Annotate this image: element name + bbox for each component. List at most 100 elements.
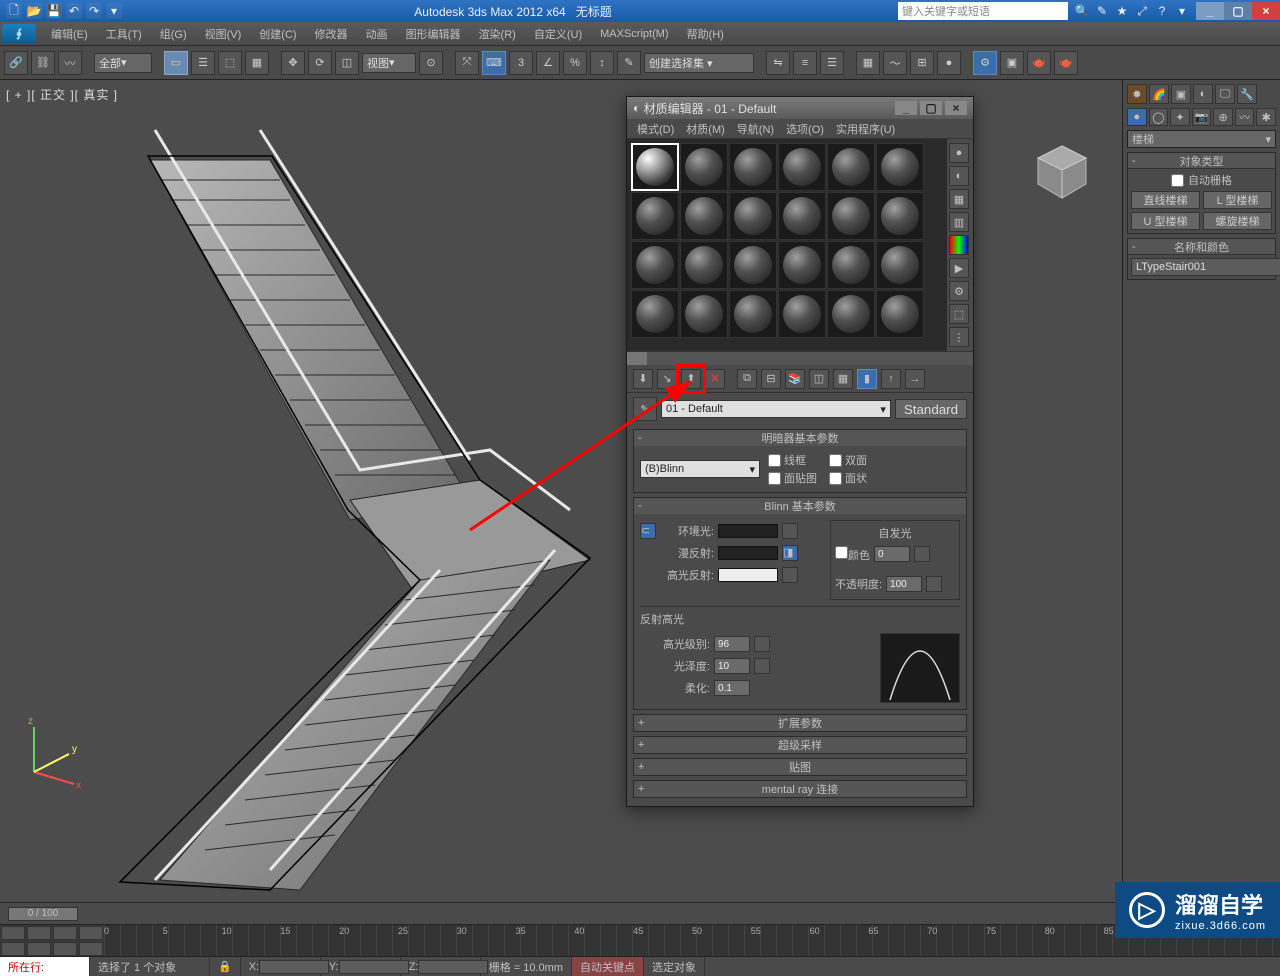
glossiness-map-slot[interactable] <box>754 658 770 674</box>
opacity-map-slot[interactable] <box>926 576 942 592</box>
material-slot[interactable] <box>778 192 826 240</box>
keyboard-shortcut-icon[interactable]: ⌨ <box>482 51 506 75</box>
named-selection-sets[interactable]: 创建选择集 ▾ <box>644 53 754 73</box>
mat-menu-navigation[interactable]: 导航(N) <box>731 121 780 137</box>
selfillum-spinner[interactable]: 0 <box>874 546 910 562</box>
link-icon[interactable]: 🔗 <box>4 51 28 75</box>
go-sibling-icon[interactable]: → <box>905 369 925 389</box>
spec-level-map-slot[interactable] <box>754 636 770 652</box>
graphite-icon[interactable]: ▦ <box>856 51 880 75</box>
material-editor-icon[interactable]: ● <box>937 51 961 75</box>
menu-group[interactable]: 组(G) <box>151 22 196 45</box>
diffuse-map-slot[interactable]: ◨ <box>782 545 798 561</box>
material-name-dropdown[interactable]: 01 - Default▾ <box>661 400 891 418</box>
ambient-map-slot[interactable] <box>782 523 798 539</box>
cat-cameras-icon[interactable]: 📷 <box>1192 108 1212 126</box>
autogrid-checkbox[interactable]: 自动栅格 <box>1131 172 1272 188</box>
diffuse-swatch[interactable] <box>718 546 778 560</box>
help-search-input[interactable]: 键入关键字或短语 <box>898 2 1068 20</box>
window-crossing-icon[interactable]: ▦ <box>245 51 269 75</box>
cat-shapes-icon[interactable]: ◯ <box>1149 108 1169 126</box>
sample-scrollbar[interactable] <box>627 351 973 365</box>
show-in-viewport-icon[interactable]: ▦ <box>833 369 853 389</box>
schematic-icon[interactable]: ⊞ <box>910 51 934 75</box>
put-to-library-icon[interactable]: 📚 <box>785 369 805 389</box>
track-ruler[interactable]: 0 5 10 15 20 25 30 35 40 45 50 55 60 65 … <box>104 925 1280 956</box>
ambient-swatch[interactable] <box>718 524 778 538</box>
application-button[interactable]: ⨕ <box>2 24 36 44</box>
mat-menu-utilities[interactable]: 实用程序(U) <box>830 121 901 137</box>
autokey-button[interactable]: 自动关键点 <box>572 957 644 976</box>
subcategory-dropdown[interactable]: 楼梯▾ <box>1127 130 1276 148</box>
mat-menu-material[interactable]: 材质(M) <box>680 121 731 137</box>
qat-more-icon[interactable]: ▾ <box>106 3 122 19</box>
material-slot[interactable] <box>827 192 875 240</box>
material-slot[interactable] <box>778 290 826 338</box>
straight-stair-button[interactable]: 直线楼梯 <box>1131 191 1200 209</box>
material-id-icon[interactable]: ◫ <box>809 369 829 389</box>
help-binoculars-icon[interactable]: 🔍 <box>1074 3 1090 19</box>
select-region-icon[interactable]: ⬚ <box>218 51 242 75</box>
soften-spinner[interactable]: 0.1 <box>714 680 750 696</box>
selfillum-map-slot[interactable] <box>914 546 930 562</box>
unlink-icon[interactable]: ⛓ <box>31 51 55 75</box>
material-map-nav-icon[interactable]: ⋮ <box>949 327 969 347</box>
select-name-icon[interactable]: ☰ <box>191 51 215 75</box>
faceted-checkbox[interactable]: 面状 <box>829 470 867 486</box>
rollup-toggle[interactable]: - <box>638 432 642 444</box>
mat-menu-options[interactable]: 选项(O) <box>780 121 830 137</box>
help-sign-icon[interactable]: ✎ <box>1094 3 1110 19</box>
sample-type-icon[interactable]: ● <box>949 143 969 163</box>
material-slot[interactable] <box>680 241 728 289</box>
qat-undo-icon[interactable]: ↶ <box>66 3 82 19</box>
track-btn[interactable] <box>27 926 51 940</box>
material-slot[interactable] <box>680 143 728 191</box>
render-setup-icon[interactable]: ⚙ <box>973 51 997 75</box>
mat-menu-modes[interactable]: 模式(D) <box>631 121 680 137</box>
backlight-icon[interactable]: ◐ <box>949 166 969 186</box>
window-close-button[interactable]: × <box>1252 2 1280 20</box>
render-icon[interactable]: 🫖 <box>1027 51 1051 75</box>
mat-maximize-button[interactable]: ▢ <box>920 101 942 115</box>
viewcube-icon[interactable] <box>1030 140 1094 204</box>
tab-modify-icon[interactable]: 🌈 <box>1149 84 1169 104</box>
mat-close-button[interactable]: × <box>945 101 967 115</box>
menu-tools[interactable]: 工具(T) <box>97 22 151 45</box>
material-slot[interactable] <box>729 241 777 289</box>
wire-checkbox[interactable]: 线框 <box>768 452 817 468</box>
scale-tool[interactable]: ◫ <box>335 51 359 75</box>
rollup-toggle[interactable]: - <box>1132 155 1136 167</box>
selfillum-color-checkbox[interactable]: 颜色 <box>835 546 870 563</box>
make-preview-icon[interactable]: ▶ <box>949 258 969 278</box>
pick-material-icon[interactable]: ✎ <box>633 397 657 421</box>
material-slot[interactable] <box>876 241 924 289</box>
move-tool[interactable]: ✥ <box>281 51 305 75</box>
manipulate-icon[interactable]: ⤧ <box>455 51 479 75</box>
material-slot[interactable] <box>631 143 679 191</box>
cat-geometry-icon[interactable]: ● <box>1127 108 1147 126</box>
selected-key-mode[interactable]: 选定对象 <box>644 957 705 976</box>
tab-motion-icon[interactable]: ◐ <box>1193 84 1213 104</box>
select-tool[interactable]: ▭ <box>164 51 188 75</box>
material-slot[interactable] <box>778 143 826 191</box>
material-type-button[interactable]: Standard <box>895 399 967 419</box>
selection-filter[interactable]: 全部 ▾ <box>94 53 152 73</box>
cat-systems-icon[interactable]: ✱ <box>1256 108 1276 126</box>
opacity-spinner[interactable]: 100 <box>886 576 922 592</box>
put-to-scene-icon[interactable]: ↘ <box>657 369 677 389</box>
rollup-toggle[interactable]: + <box>638 761 644 773</box>
qat-open-icon[interactable]: 📂 <box>26 3 42 19</box>
mirror-icon[interactable]: ⇋ <box>766 51 790 75</box>
curve-editor-icon[interactable]: 〜 <box>883 51 907 75</box>
material-slot[interactable] <box>827 241 875 289</box>
sample-uv-icon[interactable]: ▥ <box>949 212 969 232</box>
menu-grapheditors[interactable]: 图形编辑器 <box>397 22 470 45</box>
rollup-toggle[interactable]: - <box>638 500 642 512</box>
make-copy-icon[interactable]: ⧉ <box>737 369 757 389</box>
u-stair-button[interactable]: U 型楼梯 <box>1131 212 1200 230</box>
material-slot[interactable] <box>729 192 777 240</box>
qat-new-icon[interactable]: 🗋 <box>6 3 22 19</box>
material-slot[interactable] <box>827 143 875 191</box>
shader-type-dropdown[interactable]: (B)Blinn▾ <box>640 460 760 478</box>
track-btn[interactable] <box>27 942 51 956</box>
